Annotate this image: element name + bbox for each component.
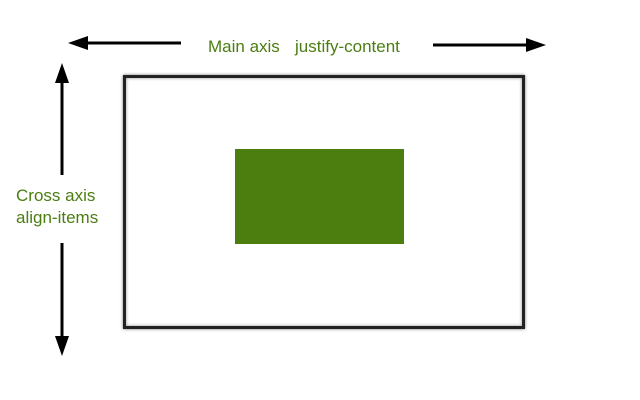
cross-axis-label: Cross axis [16, 186, 96, 205]
main-axis-arrow-left [68, 36, 181, 50]
main-axis-label: Main axis [208, 37, 280, 56]
flex-item-box [235, 149, 404, 244]
main-axis-arrow-right [433, 38, 546, 52]
cross-axis-arrow-top [55, 63, 69, 175]
align-items-label: align-items [16, 208, 99, 227]
justify-content-label: justify-content [295, 37, 400, 56]
cross-axis-arrow-bottom [55, 243, 69, 356]
